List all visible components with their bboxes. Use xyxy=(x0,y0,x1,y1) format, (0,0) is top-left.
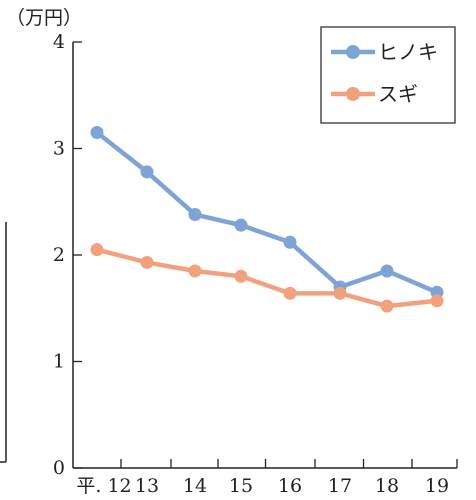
y-tick-label: 3 xyxy=(53,138,65,160)
series-line xyxy=(96,247,438,309)
x-tick-label: 18 xyxy=(375,475,399,497)
data-point xyxy=(90,126,104,140)
data-point xyxy=(188,264,202,278)
y-tick-label: 0 xyxy=(53,457,65,479)
legend-label: ヒノキ xyxy=(378,40,438,64)
x-tick-label: 15 xyxy=(229,475,253,497)
series-sugi xyxy=(90,243,444,313)
y-unit-label: （万円） xyxy=(6,7,82,29)
data-point xyxy=(380,264,394,278)
series-line xyxy=(95,130,438,295)
x-ticks: 平. 12 13 14 15 16 17 18 19 xyxy=(76,459,458,497)
legend-label: スギ xyxy=(378,82,418,106)
y-tick-label: 4 xyxy=(53,31,65,53)
y-tick-label: 1 xyxy=(53,351,65,373)
legend-marker xyxy=(346,45,360,59)
data-point xyxy=(380,299,394,313)
data-point xyxy=(234,269,248,283)
legend-marker xyxy=(346,87,360,101)
data-point xyxy=(140,165,154,179)
x-tick-label: 13 xyxy=(135,475,159,497)
series-hinoki xyxy=(90,126,444,299)
data-point xyxy=(90,243,104,257)
data-point xyxy=(283,286,297,300)
legend-box xyxy=(320,26,456,124)
data-point xyxy=(234,218,248,232)
y-ticks: 0 1 2 3 4 xyxy=(53,31,82,479)
data-point xyxy=(140,255,154,269)
x-tick-label: 14 xyxy=(183,475,207,497)
x-tick-label: 平. 12 xyxy=(76,475,131,497)
data-point xyxy=(283,235,297,249)
data-point xyxy=(430,294,444,308)
x-tick-label: 19 xyxy=(425,475,449,497)
x-tick-label: 16 xyxy=(278,475,302,497)
data-point xyxy=(188,208,202,222)
y-tick-label: 2 xyxy=(53,244,65,266)
series-group xyxy=(90,126,444,313)
data-point xyxy=(333,286,347,300)
x-tick-label: 17 xyxy=(328,475,352,497)
